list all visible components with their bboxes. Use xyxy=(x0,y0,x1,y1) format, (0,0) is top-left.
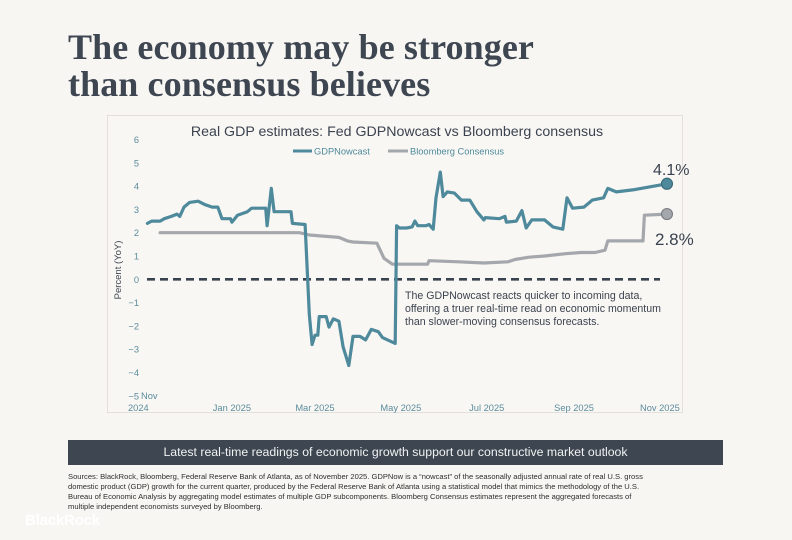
headline-line-2: than consensus believes xyxy=(68,64,431,104)
end-label-gdpnowcast: 4.1% xyxy=(653,162,689,179)
legend-swatch-bloomberg xyxy=(388,149,408,153)
y-tick-label: 4 xyxy=(134,182,139,192)
sources-line-2: domestic product (GDP) growth for the cu… xyxy=(68,482,640,491)
y-axis-ticks: 6 5 4 3 2 1 0 −1 −2 −3 −4 −5 xyxy=(128,135,139,401)
y-tick-label: 5 xyxy=(134,158,139,168)
end-label-bloomberg: 2.8% xyxy=(655,230,694,249)
x-tick-label: May 2025 xyxy=(380,403,421,413)
summary-banner: Latest real-time readings of economic gr… xyxy=(68,440,723,465)
x-tick-label: Jan 2025 xyxy=(213,403,251,413)
end-marker-bloomberg-consensus xyxy=(660,207,674,221)
y-tick-label: 6 xyxy=(134,135,139,145)
blackrock-logo: BlackRock xyxy=(25,512,100,529)
x-tick-label: Sep 2025 xyxy=(554,403,594,413)
legend-label-gdpnowcast: GDPNowcast xyxy=(314,147,370,157)
y-tick-label: −5 xyxy=(128,391,139,401)
annotation-line-2: offering a truer real-time read on econo… xyxy=(405,303,661,315)
y-tick-label: −3 xyxy=(128,345,139,355)
y-axis-label: Percent (YoY) xyxy=(113,241,124,300)
y-tick-label: 0 xyxy=(134,275,139,285)
end-marker-gdpnowcast xyxy=(660,177,674,190)
annotation-line-3: than slower-moving consensus forecasts. xyxy=(405,316,599,328)
y-tick-label: 1 xyxy=(134,252,139,262)
x-tick-label: Nov 2025 xyxy=(640,403,680,413)
y-tick-label: 3 xyxy=(134,205,139,215)
x-tick-label: Mar 2025 xyxy=(295,403,334,413)
x-tick-label: Nov xyxy=(141,391,158,401)
y-tick-label: −4 xyxy=(128,368,139,378)
sources-line-4: multiple independent economists surveyed… xyxy=(68,502,263,511)
page-headline: The economy may be stronger than consens… xyxy=(68,29,534,103)
annotation-line-1: The GDPNowcast reacts quicker to incomin… xyxy=(405,290,642,302)
chart-legend: GDPNowcast Bloomberg Consensus xyxy=(293,147,504,157)
chart-title: Real GDP estimates: Fed GDPNowcast vs Bl… xyxy=(191,124,603,140)
sources-line-3: Bureau of Economic Analysis by aggregati… xyxy=(68,492,632,501)
chart-annotation: The GDPNowcast reacts quicker to incomin… xyxy=(405,290,661,328)
series-line-bloomberg-consensus xyxy=(158,212,669,266)
sources-line-1: Sources: BlackRock, Bloomberg, Federal R… xyxy=(68,472,643,481)
y-tick-label: −2 xyxy=(128,321,139,331)
series-group xyxy=(145,170,674,368)
sources-footnote: Sources: BlackRock, Bloomberg, Federal R… xyxy=(68,472,728,512)
y-tick-label: −1 xyxy=(128,298,139,308)
headline-line-1: The economy may be stronger xyxy=(68,27,534,67)
x-tick-label: 2024 xyxy=(128,403,149,413)
legend-swatch-gdpnowcast xyxy=(293,149,312,153)
series-line-gdpnowcast xyxy=(145,170,669,368)
x-axis-ticks: Nov 2024 Jan 2025 Mar 2025 May 2025 Jul 2025 S… xyxy=(128,391,680,413)
legend-label-bloomberg: Bloomberg Consensus xyxy=(410,147,504,157)
y-tick-label: 2 xyxy=(134,228,139,238)
x-tick-label: Jul 2025 xyxy=(469,403,504,413)
